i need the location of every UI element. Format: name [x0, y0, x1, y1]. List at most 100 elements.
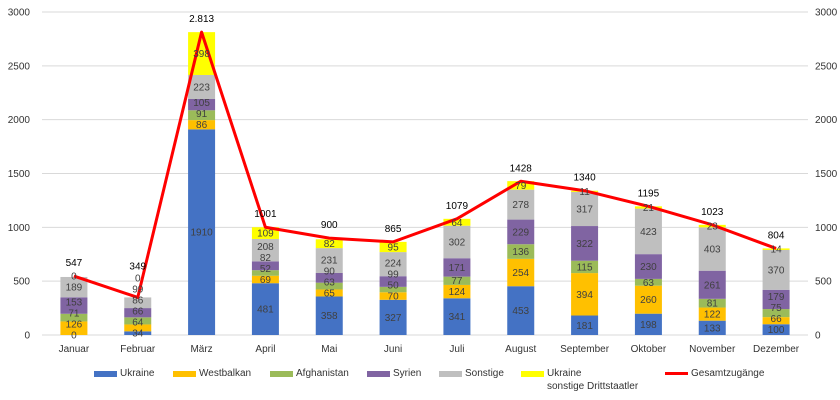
total-label: 1195	[638, 188, 660, 199]
bar-segment	[188, 74, 216, 99]
bar-segment	[634, 313, 662, 335]
legend-swatch	[94, 371, 117, 377]
x-tick-label: Oktober	[631, 344, 667, 355]
legend-item: Syrien	[367, 367, 421, 380]
data-label: 100	[768, 325, 785, 336]
bar-segment	[443, 258, 471, 277]
data-label: 71	[68, 309, 80, 320]
data-label: 82	[260, 253, 272, 264]
bar-segment	[379, 299, 407, 335]
data-label: 124	[449, 287, 466, 298]
data-label: 126	[66, 320, 83, 331]
data-label: 86	[132, 296, 144, 307]
bar-segment	[60, 321, 88, 335]
y2-tick-label: 2000	[815, 115, 838, 126]
y2-tick-label: 3000	[815, 8, 838, 19]
total-label: 900	[321, 220, 338, 231]
data-label: 278	[512, 200, 529, 211]
y-tick-label: 2500	[8, 61, 31, 72]
bar-segment	[443, 284, 471, 299]
legend-item: Ukraine sonstige Drittstaatler	[521, 367, 638, 393]
data-label: 181	[576, 321, 593, 332]
data-label: 153	[66, 298, 83, 309]
data-label: 105	[193, 98, 210, 109]
data-label: 23	[707, 222, 719, 233]
bar-segment	[251, 227, 279, 239]
bar-segment	[507, 219, 535, 245]
x-tick-label: April	[255, 344, 275, 355]
legend-label: Sonstige	[465, 368, 504, 379]
data-label: 0	[135, 274, 141, 285]
data-label: 81	[707, 299, 719, 310]
bar-segment	[698, 298, 726, 308]
legend-swatch	[270, 371, 293, 377]
bar-segment	[507, 244, 535, 259]
data-label: 11	[579, 187, 590, 198]
data-label: 0	[71, 331, 77, 342]
data-label: 90	[324, 266, 336, 277]
total-line	[73, 30, 777, 299]
data-label: 122	[704, 310, 721, 321]
data-label: 453	[512, 306, 529, 317]
data-label: 21	[643, 203, 655, 214]
legend-label: Syrien	[393, 368, 422, 379]
x-tick-label: September	[560, 344, 610, 355]
data-label: 317	[576, 204, 593, 215]
x-tick-label: Mai	[321, 344, 337, 355]
data-label: 65	[324, 288, 336, 299]
x-tick-label: November	[689, 344, 736, 355]
data-label: 109	[257, 229, 274, 240]
bar-segment	[379, 292, 407, 300]
bar-segment	[762, 248, 790, 250]
data-label: 91	[196, 109, 208, 120]
bar-segment	[379, 286, 407, 293]
bar-segment	[698, 270, 726, 299]
data-label: 423	[640, 227, 657, 238]
y2-tick-label: 1500	[815, 169, 838, 180]
data-label: 229	[512, 227, 529, 238]
legend-label: Afghanistan	[296, 368, 349, 379]
data-label: 260	[640, 295, 657, 306]
data-label: 86	[196, 120, 208, 131]
bar-segment	[379, 241, 407, 253]
data-label: 82	[324, 239, 336, 250]
bar-segment	[634, 278, 662, 286]
y2-tick-label: 500	[815, 277, 832, 288]
bar-segment	[443, 225, 471, 259]
bar-segment	[571, 273, 599, 316]
data-label: 394	[576, 290, 593, 301]
total-label: 1340	[573, 173, 596, 184]
data-label: 66	[771, 314, 783, 325]
bar-segment	[762, 249, 790, 290]
bar-segment	[251, 283, 279, 335]
bar-segment	[315, 289, 343, 297]
bar-segment	[698, 307, 726, 321]
data-label: 302	[449, 237, 466, 248]
legend-item: Gesamtzugänge	[665, 367, 764, 380]
legend-swatch	[173, 371, 196, 377]
data-label: 136	[512, 247, 529, 258]
data-label: 189	[66, 283, 83, 294]
data-label: 70	[388, 292, 400, 303]
y-tick-label: 0	[24, 331, 30, 342]
data-label: 254	[512, 268, 529, 279]
data-label: 115	[577, 262, 593, 273]
bar-segment	[188, 98, 216, 111]
bar-segment	[443, 276, 471, 285]
data-label: 370	[768, 265, 785, 276]
total-label: 1001	[254, 209, 277, 220]
bar-segment	[762, 317, 790, 325]
y-tick-label: 3000	[8, 8, 31, 19]
bar-segment	[571, 260, 599, 274]
y-tick-label: 500	[13, 277, 30, 288]
bar-segment	[507, 258, 535, 287]
legend-swatch	[439, 371, 462, 377]
bar-segment	[443, 298, 471, 335]
data-label: 52	[260, 264, 272, 275]
y2-tick-label: 0	[815, 331, 821, 342]
legend-item: Sonstige	[439, 367, 504, 380]
bar-segment	[60, 276, 88, 298]
x-tick-label: Januar	[59, 344, 90, 355]
bar-segment	[379, 252, 407, 277]
data-label: 1910	[190, 228, 213, 239]
